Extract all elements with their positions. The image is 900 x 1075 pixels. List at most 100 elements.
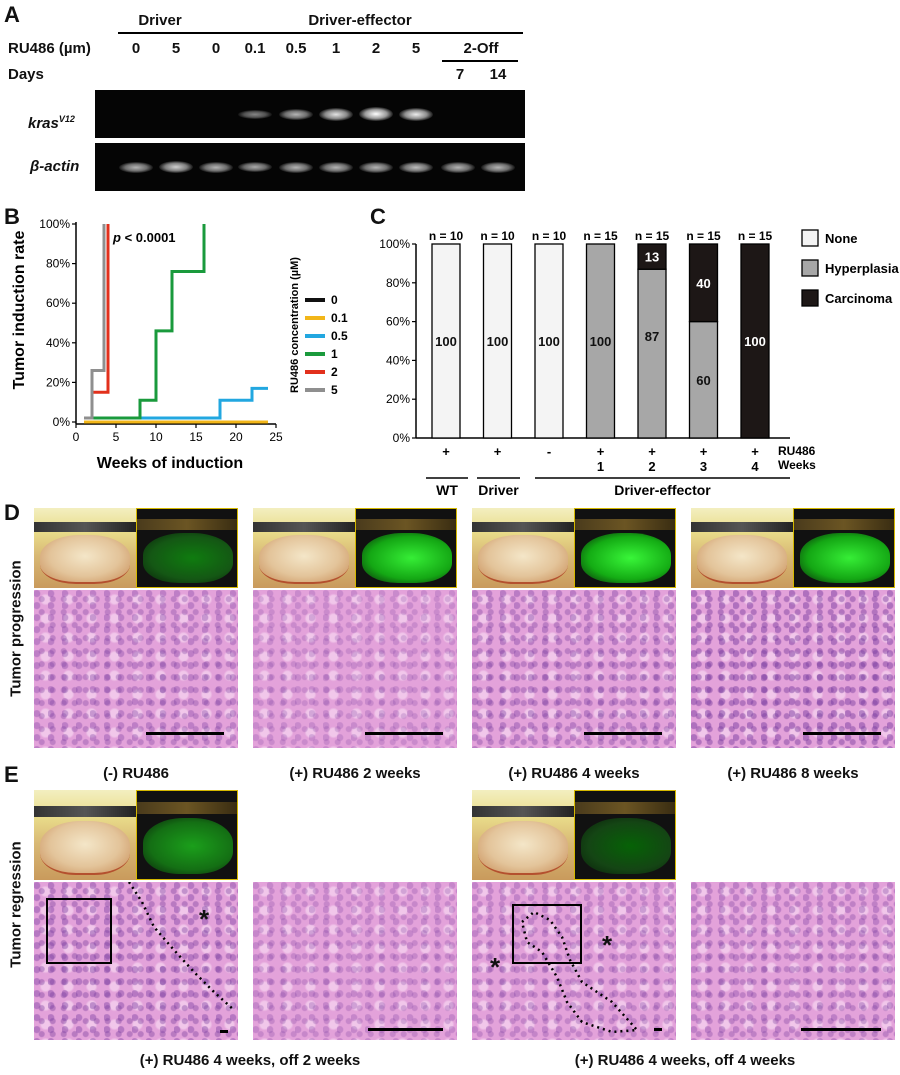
c-legend: None Hyperplasia Carcinoma (801, 229, 899, 307)
actin-band (399, 161, 433, 173)
c-legend-swatch (801, 229, 819, 247)
b-y-tick-label: 100% (39, 217, 70, 231)
days-row-label: Days (8, 66, 44, 83)
c-bar-value-label: 13 (645, 250, 659, 265)
c-ru486-row-label: RU486 (778, 444, 816, 458)
c-y-tick-label: 60% (386, 315, 410, 329)
b-legend-entry: 1 (331, 347, 338, 361)
b-y-tick-label: 60% (46, 296, 70, 310)
c-ru486-sign: + (700, 444, 708, 459)
c-group-label: Driver-effector (614, 482, 711, 497)
fish-dorsal-stripe (691, 522, 793, 532)
lane-label: 5 (171, 40, 181, 57)
actin-band (279, 161, 313, 173)
b-y-tick-label: 0% (53, 415, 71, 429)
c-weeks-row-label: Weeks (778, 458, 816, 472)
b-y-axis-label: Tumor induction rate (11, 230, 28, 389)
b-x-axis-label: Weeks of induction (97, 455, 243, 472)
b-series-line-1 (84, 224, 206, 420)
c-n-label: n = 15 (635, 229, 670, 243)
histology-bar-chart: 0% 20% 40% 60% 80% 100% n = 10 100 + n = 10 100 + n… (379, 229, 899, 497)
kras-band (279, 108, 313, 120)
two-off-label: 2-Off (463, 40, 499, 57)
fish-dorsal-glow (575, 801, 675, 815)
c-ru486-sign: + (442, 444, 450, 459)
c-n-label: n = 15 (686, 229, 721, 243)
c-ru486-sign: - (547, 444, 551, 459)
fish-liver-brightfield (478, 535, 568, 584)
fish-dorsal-glow (575, 518, 675, 530)
panel-a-label: A (4, 2, 20, 27)
panel-c-label: C (370, 204, 386, 229)
tumor-progression-label-wrap: Tumor progression (6, 520, 30, 720)
fish-liver-brightfield (40, 535, 130, 584)
panel-b-label: B (4, 204, 20, 229)
b-x-tick-label: 5 (113, 430, 120, 444)
c-weeks-value: 3 (700, 459, 707, 474)
tumor-regression-label-wrap: Tumor regression (6, 800, 30, 1000)
scale-bar (654, 1028, 662, 1031)
panel-e-caption: (+) RU486 4 weeks, off 4 weeks (574, 1052, 796, 1069)
c-bar-segment-carcinoma (740, 243, 770, 439)
c-group-label: WT (436, 482, 458, 497)
scale-bar (220, 1030, 228, 1033)
kras-label: krasV12 (28, 114, 75, 132)
actin-band (199, 161, 233, 173)
panel-e-micrograph-2: * * (472, 882, 676, 1040)
c-ru486-sign: + (751, 444, 759, 459)
fish-liver-gfp (581, 818, 671, 874)
day-14-label: 14 (489, 66, 507, 83)
fish-liver-gfp (581, 533, 671, 583)
c-legend-entry: None (825, 231, 858, 246)
panel-e-inset-micrograph-2 (691, 882, 895, 1040)
driver-effector-group-line (193, 32, 523, 34)
fish-dorsal-stripe (472, 806, 574, 817)
c-bar-value-label: 100 (538, 334, 560, 349)
scale-bar (365, 732, 443, 735)
asterisk: * (602, 930, 613, 960)
c-legend-swatch (801, 259, 819, 277)
driver-group-line (118, 32, 202, 34)
fish-dorsal-stripe (34, 522, 136, 532)
panel-d-micrograph-3 (472, 590, 676, 748)
actin-band (359, 161, 393, 173)
c-n-label: n = 10 (480, 229, 515, 243)
fish-liver-brightfield (259, 535, 349, 584)
fish-dorsal-glow (794, 518, 894, 530)
panel-d-fish-2-fluorescence (355, 508, 457, 588)
b-series-line-0.5 (84, 386, 268, 420)
panel-d-label: D (4, 500, 20, 525)
scale-bar (803, 732, 881, 735)
actin-band (119, 161, 153, 173)
fish-liver-brightfield (478, 820, 568, 875)
c-bar-value-label: 87 (645, 329, 659, 344)
panel-e-inset-micrograph-1 (253, 882, 457, 1040)
c-legend-entry: Hyperplasia (825, 261, 899, 276)
b-legend-entry: 0.1 (331, 311, 348, 325)
b-x-tick-label: 20 (229, 430, 243, 444)
b-x-tick-label: 0 (73, 430, 80, 444)
c-n-label: n = 15 (583, 229, 618, 243)
c-bar-value-label: 100 (487, 334, 509, 349)
panel-d-fish-2-brightfield (253, 508, 355, 588)
panel-d-micrograph-4 (691, 590, 895, 748)
asterisk: * (490, 952, 501, 982)
panel-d-micrograph-1 (34, 590, 238, 748)
fish-dorsal-glow (137, 518, 237, 530)
kras-band (399, 107, 433, 121)
driver-group-label: Driver (138, 12, 182, 29)
lane-label: 0.5 (285, 40, 307, 57)
fish-liver-gfp (800, 533, 890, 583)
scale-bar (801, 1028, 881, 1031)
fish-dorsal-glow (137, 801, 237, 815)
inset-box (46, 898, 112, 964)
kras-band (238, 109, 272, 119)
driver-effector-group-label: Driver-effector (308, 12, 412, 29)
panel-d-caption: (+) RU486 8 weeks (727, 765, 859, 782)
c-bar-segment-hyperplasia (637, 268, 667, 439)
ru486-row-label: RU486 (µm) (8, 40, 91, 57)
fish-liver-gfp (143, 818, 233, 874)
panel-d-micrograph-2 (253, 590, 457, 748)
c-bar-segment-none (431, 243, 461, 439)
c-y-tick-label: 20% (386, 392, 410, 406)
